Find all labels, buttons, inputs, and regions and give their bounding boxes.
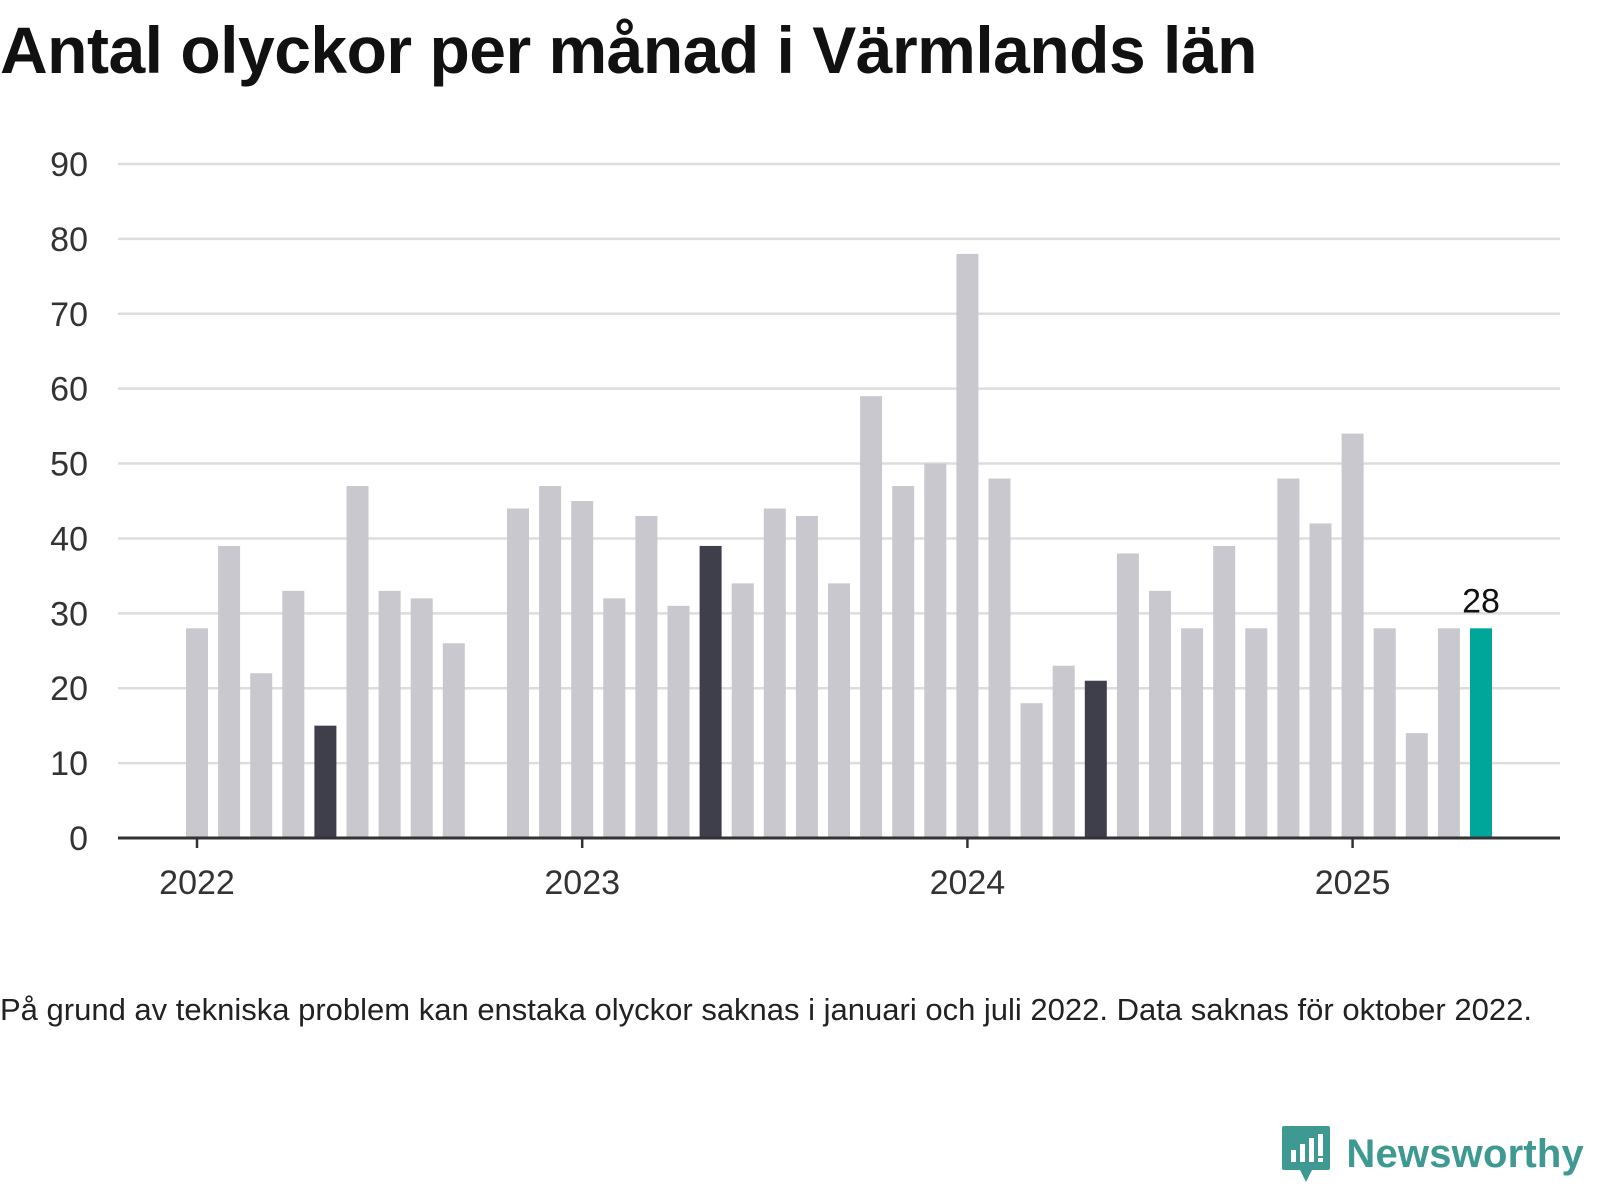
bar — [378, 590, 401, 838]
bar — [282, 590, 305, 838]
bar — [667, 605, 690, 838]
bar — [442, 643, 465, 838]
x-tick-label: 2024 — [930, 864, 1006, 902]
bar — [1213, 545, 1236, 838]
bar — [1277, 478, 1300, 838]
y-tick-label: 30 — [50, 595, 88, 633]
bar — [1309, 523, 1332, 838]
bars — [186, 253, 1492, 838]
x-tick-label: 2022 — [159, 864, 235, 902]
bar — [346, 486, 369, 838]
newsworthy-logo-icon — [1282, 1126, 1331, 1182]
bar — [539, 486, 562, 838]
x-tick-label: 2025 — [1315, 864, 1391, 902]
bar — [507, 508, 529, 838]
bar — [699, 545, 722, 838]
bar — [1181, 628, 1204, 838]
bar — [603, 598, 626, 838]
bar — [1245, 628, 1268, 838]
bar-value-label: 28 — [1462, 582, 1500, 620]
bar — [1470, 628, 1492, 838]
y-tick-label: 10 — [50, 745, 88, 783]
bar — [1149, 590, 1171, 838]
brand-name: Newsworthy — [1346, 1131, 1584, 1176]
bar — [1405, 733, 1428, 838]
bar — [186, 628, 208, 838]
bar — [731, 583, 754, 838]
bar — [218, 545, 241, 838]
bar — [1437, 628, 1460, 838]
chart-title: Antal olyckor per månad i Värmlands län — [0, 13, 1257, 87]
bar — [1373, 628, 1396, 838]
footnote: På grund av tekniska problem kan enstaka… — [0, 992, 1532, 1027]
y-tick-label: 40 — [50, 520, 88, 558]
bar — [828, 583, 850, 838]
bar — [1116, 553, 1139, 838]
y-tick-label: 90 — [50, 146, 88, 184]
y-tick-label: 80 — [50, 221, 88, 259]
bar — [1020, 703, 1043, 838]
x-tick-label: 2023 — [544, 864, 620, 902]
bar — [860, 396, 883, 838]
bar — [314, 725, 337, 838]
bar — [410, 598, 433, 838]
bar — [250, 673, 273, 838]
y-tick-label: 70 — [50, 296, 88, 334]
bar — [1341, 433, 1364, 838]
bar — [892, 486, 915, 838]
x-axis: 2022 2023 2024 2025 — [118, 836, 1560, 902]
y-tick-label: 50 — [50, 446, 88, 484]
y-axis-ticks: 0 10 20 30 40 50 60 70 80 90 — [50, 146, 88, 858]
bar — [1052, 665, 1075, 838]
y-tick-label: 20 — [50, 670, 88, 708]
bar — [763, 508, 786, 838]
bar — [988, 478, 1011, 838]
bar — [924, 463, 947, 838]
bar — [571, 501, 594, 838]
brand-logo[interactable]: Newsworthy — [1280, 1124, 1584, 1184]
bar — [635, 515, 658, 838]
bar-chart: 0 10 20 30 40 50 60 70 80 90 28 2022 2023 2024 2025 — [50, 146, 1560, 902]
y-tick-label: 0 — [69, 820, 88, 858]
bar — [1084, 680, 1107, 838]
bar — [956, 253, 979, 838]
data-labels: 28 — [1462, 582, 1500, 620]
y-tick-label: 60 — [50, 371, 88, 409]
bar — [795, 515, 818, 838]
